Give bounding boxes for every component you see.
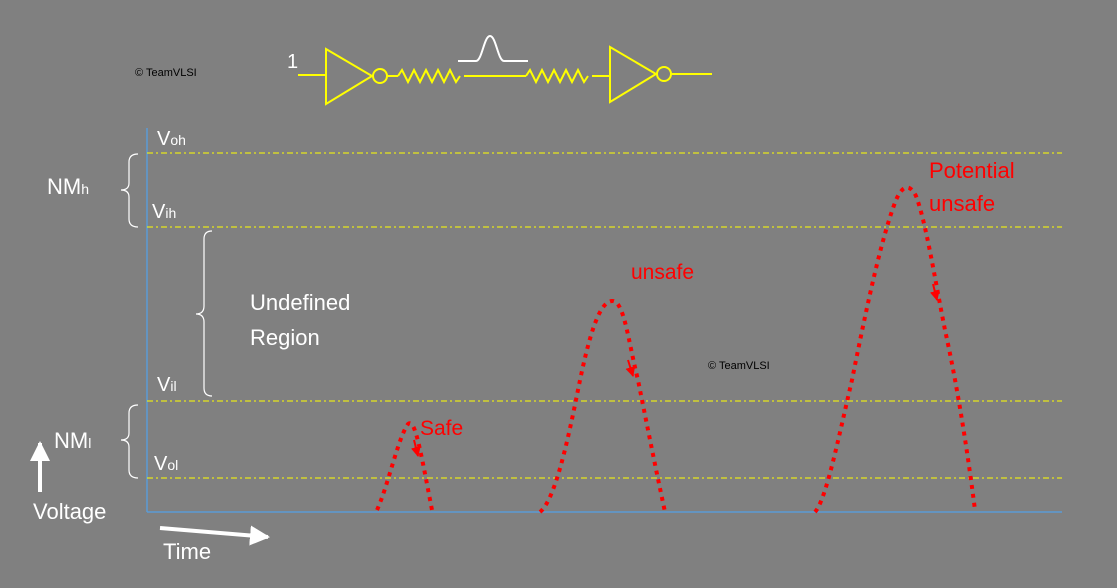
watermark-top: © TeamVLSI [135, 67, 197, 79]
input-logic-label: 1 [287, 51, 298, 73]
nmh-label: NMh [47, 174, 89, 199]
y-axis-title: Voltage [33, 499, 106, 524]
undefined-region-brace [195, 230, 213, 397]
inverter-2-bubble [656, 66, 672, 82]
resistor-2-icon [525, 67, 589, 85]
voh-label: Voh [157, 128, 186, 150]
undefined-region-label-line2: Region [250, 325, 320, 350]
safe-label: Safe [420, 417, 463, 440]
braces [120, 153, 213, 479]
potential-unsafe-label-line1: Potential [929, 158, 1015, 183]
potential-unsafe-label-line2: unsafe [929, 191, 995, 216]
vil-label: Vil [157, 374, 177, 396]
glitch-direction-arrows [410, 283, 940, 457]
resistor-1-icon [397, 67, 461, 85]
nml-brace [120, 404, 139, 479]
nmh-brace [120, 153, 139, 228]
glitch-unsafe [538, 299, 667, 514]
inverter-2-icon [609, 45, 658, 104]
x-axis-title: Time [163, 539, 211, 564]
inverter-1-icon [325, 47, 374, 106]
glitch-safe [375, 421, 434, 511]
level-lines [147, 152, 1062, 479]
vih-label: Vih [152, 201, 176, 223]
safe-direction-arrow [410, 439, 421, 457]
nml-label: NMl [54, 428, 91, 453]
watermark-middle: © TeamVLSI [708, 360, 770, 372]
glitch-potential-unsafe [813, 185, 977, 514]
potential-direction-arrow [929, 283, 940, 301]
unsafe-label: unsafe [631, 261, 694, 284]
undefined-region-label-line1: Undefined [250, 290, 350, 315]
circuit-schematic: 1 [287, 45, 712, 106]
time-arrow-icon [159, 525, 270, 546]
glitch-curves [375, 185, 977, 514]
inverter-1-bubble [372, 68, 388, 84]
unsafe-direction-arrow [625, 359, 636, 377]
glitch-pulse-icon [458, 34, 528, 62]
vol-label: Vol [154, 453, 178, 475]
